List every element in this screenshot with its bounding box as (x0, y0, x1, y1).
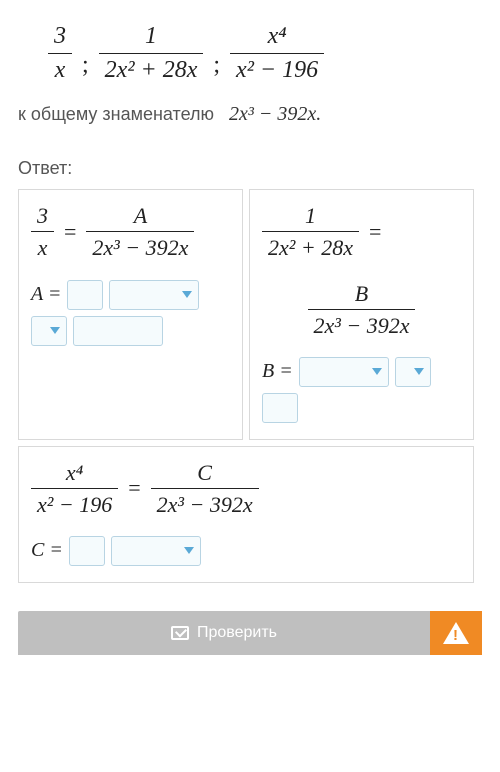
a-term1-dropdown[interactable] (109, 280, 199, 310)
equation-a: 3 x = A 2x³ − 392x (31, 202, 230, 261)
chevron-down-icon (50, 327, 60, 334)
chevron-down-icon (372, 368, 382, 375)
fraction-2: 1 2x² + 28x (99, 22, 204, 85)
b-rhs: B 2x³ − 392x (308, 280, 416, 339)
a-input-row-2 (31, 316, 230, 346)
answer-label: Ответ: (18, 158, 482, 179)
frac2-num: 1 (139, 22, 163, 51)
answer-boxes: 3 x = A 2x³ − 392x A = (18, 189, 482, 583)
page: 3 x ; 1 2x² + 28x ; x⁴ x² − 196 к общему… (0, 0, 500, 655)
equation-b: 1 2x² + 28x = (262, 202, 461, 261)
b-input-row: B = (262, 357, 461, 387)
chevron-down-icon (414, 368, 424, 375)
separator: ; (213, 52, 220, 85)
equals-sign: = (369, 219, 381, 245)
equals-sign: = (64, 219, 76, 245)
common-denominator: 2x³ − 392x. (229, 103, 321, 125)
problem-fractions: 3 x ; 1 2x² + 28x ; x⁴ x² − 196 (18, 22, 482, 85)
equation-c: x⁴ x² − 196 = C 2x³ − 392x (31, 459, 461, 518)
b-sign-dropdown[interactable] (395, 357, 431, 387)
equals-sign: = (128, 475, 140, 501)
b-coef-input[interactable] (262, 393, 298, 423)
check-button-label: Проверить (197, 624, 277, 642)
separator: ; (82, 52, 89, 85)
a-sign-dropdown[interactable] (31, 316, 67, 346)
answer-box-c: x⁴ x² − 196 = C 2x³ − 392x C = (18, 446, 474, 583)
frac3-num: x⁴ (262, 22, 293, 51)
a-lhs: 3 x (31, 202, 54, 261)
a-label: A = (31, 283, 61, 306)
c-coef-input[interactable] (69, 536, 105, 566)
task-line: к общему знаменателю 2x³ − 392x. (18, 103, 482, 126)
c-rhs: C 2x³ − 392x (151, 459, 259, 518)
b-term1-dropdown[interactable] (299, 357, 389, 387)
frac1-den: x (49, 56, 72, 85)
a-input-row: A = (31, 280, 230, 310)
a-coef-input[interactable] (67, 280, 103, 310)
warning-icon (443, 622, 469, 644)
a-term2-dropdown[interactable] (73, 316, 163, 346)
fraction-3: x⁴ x² − 196 (230, 22, 324, 85)
equation-b-rhs: B 2x³ − 392x (262, 280, 461, 339)
b-lhs: 1 2x² + 28x (262, 202, 359, 261)
c-input-row: C = (31, 536, 461, 566)
bottom-bar: Проверить (18, 611, 482, 655)
check-icon (171, 626, 189, 640)
frac3-den: x² − 196 (230, 56, 324, 85)
fraction-1: 3 x (48, 22, 72, 85)
check-button[interactable]: Проверить (18, 611, 430, 655)
frac1-num: 3 (48, 22, 72, 51)
frac2-den: 2x² + 28x (99, 56, 204, 85)
chevron-down-icon (184, 547, 194, 554)
warning-button[interactable] (430, 611, 482, 655)
c-lhs: x⁴ x² − 196 (31, 459, 118, 518)
a-rhs: A 2x³ − 392x (86, 202, 194, 261)
c-term-dropdown[interactable] (111, 536, 201, 566)
b-label: B = (262, 360, 293, 383)
task-text: к общему знаменателю (18, 104, 214, 124)
answer-box-a: 3 x = A 2x³ − 392x A = (18, 189, 243, 439)
c-label: C = (31, 539, 63, 562)
b-input-row-2 (262, 393, 461, 423)
chevron-down-icon (182, 291, 192, 298)
answer-box-b: 1 2x² + 28x = B 2x³ − 392x B = (249, 189, 474, 439)
